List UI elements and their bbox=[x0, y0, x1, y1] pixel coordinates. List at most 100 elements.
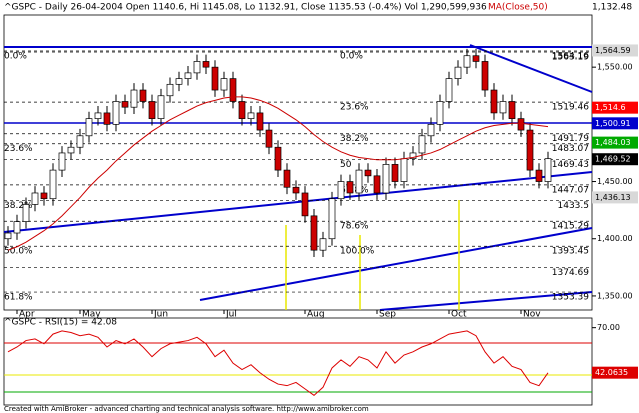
x-tick-label: Aug bbox=[307, 310, 325, 320]
candle-body bbox=[382, 164, 390, 194]
trendline bbox=[3, 171, 593, 233]
candle-body bbox=[310, 215, 318, 251]
fib-label: 23.6% bbox=[340, 103, 369, 113]
price-box-label: 1,484.03 bbox=[595, 138, 631, 147]
footer: Created with AmiBroker - advanced charti… bbox=[4, 405, 369, 413]
candle-body bbox=[427, 124, 435, 137]
candle-body bbox=[337, 181, 345, 200]
level-label: 1519.46 bbox=[552, 103, 589, 113]
trendline bbox=[199, 227, 593, 301]
candle-body bbox=[4, 232, 12, 240]
ma-title: MA(Close,50) bbox=[488, 3, 548, 13]
x-tick-label: Oct bbox=[451, 310, 467, 320]
level-label: 1433.5 bbox=[558, 201, 590, 211]
candle-body bbox=[517, 118, 525, 131]
fib-label: 100.0% bbox=[340, 247, 375, 257]
candle-body bbox=[418, 135, 426, 154]
candle-body bbox=[112, 101, 120, 125]
candle-body bbox=[22, 204, 30, 222]
candle-body bbox=[139, 89, 147, 102]
fib-label: 0.0% bbox=[340, 51, 363, 61]
candle-body bbox=[454, 66, 462, 79]
fib-label: 0.0% bbox=[4, 51, 27, 61]
price-box-label: 1,469.52 bbox=[595, 155, 631, 164]
ma-title-value: 1,132.48 bbox=[592, 3, 632, 13]
candle-body bbox=[130, 89, 138, 108]
candle-body bbox=[202, 61, 210, 68]
price-box bbox=[592, 101, 638, 114]
price-box-label: 1,436.13 bbox=[595, 193, 631, 202]
candle-body bbox=[13, 221, 21, 234]
price-box-label: 1,500.91 bbox=[595, 119, 631, 128]
candle-body bbox=[301, 192, 309, 217]
price-box bbox=[592, 136, 638, 149]
level-label: 1353.39 bbox=[552, 293, 589, 303]
level-label: 1415.29 bbox=[552, 222, 589, 232]
y-tick-label: 1,550.00 bbox=[597, 63, 633, 72]
candle-body bbox=[463, 55, 471, 68]
candle-body bbox=[211, 66, 219, 91]
candle-body bbox=[436, 101, 444, 125]
rsi-guides bbox=[4, 342, 592, 393]
candle-body bbox=[400, 158, 408, 182]
x-tick-label: Sep bbox=[379, 310, 396, 320]
trendline bbox=[469, 44, 593, 93]
candle-body bbox=[265, 129, 273, 148]
price-box-label: 1,564.59 bbox=[595, 46, 631, 55]
x-tick-label: Apr bbox=[19, 310, 35, 320]
x-tick-label: Nov bbox=[523, 310, 541, 320]
candle-body bbox=[544, 158, 552, 182]
candle-body bbox=[355, 169, 363, 194]
level-label: 1469.43 bbox=[552, 160, 589, 170]
candle-body bbox=[490, 89, 498, 114]
candle-body bbox=[166, 83, 174, 97]
level-label: 1393.45 bbox=[552, 247, 589, 257]
candle-body bbox=[373, 175, 381, 194]
level-label: 1483.07 bbox=[552, 144, 589, 154]
candle-body bbox=[76, 135, 84, 148]
x-tick-label: Jun bbox=[153, 310, 168, 320]
candle-body bbox=[49, 169, 57, 200]
candle-body bbox=[256, 112, 264, 131]
candle-body bbox=[85, 118, 93, 137]
candle-body bbox=[391, 164, 399, 182]
candle-body bbox=[364, 169, 372, 177]
rsi-title: ^GSPC - RSI(15) = 42.08 bbox=[4, 318, 117, 328]
candle-body bbox=[472, 55, 480, 62]
candle-body bbox=[148, 101, 156, 119]
rsi-line bbox=[7, 330, 549, 396]
candle-body bbox=[319, 238, 327, 251]
trendlines bbox=[3, 44, 593, 311]
trendline bbox=[379, 291, 593, 311]
candle-body bbox=[508, 101, 516, 119]
candle-body bbox=[184, 72, 192, 79]
fib-label: 50 bbox=[340, 160, 352, 170]
candle-body bbox=[40, 192, 48, 200]
rsi-box bbox=[592, 366, 638, 379]
candle-body bbox=[31, 192, 39, 205]
fib-label: 50.0% bbox=[4, 247, 33, 257]
candle-body bbox=[481, 61, 489, 91]
chart-title: ^GSPC - Daily 26-04-2004 Open 1140.6, Hi… bbox=[4, 3, 487, 13]
rsi-pane bbox=[3, 317, 593, 406]
candle-body bbox=[229, 78, 237, 102]
fib-label: 78.6% bbox=[340, 222, 369, 232]
candle-body bbox=[103, 112, 111, 125]
level-label: 1374.69 bbox=[552, 268, 589, 278]
fib-label: 38.2% bbox=[4, 201, 33, 211]
fib-label: 38.2% bbox=[340, 134, 369, 144]
level-label: 1563.19 bbox=[552, 53, 589, 63]
rsi-box-label: 42.0635 bbox=[595, 368, 628, 377]
candle-body bbox=[157, 95, 165, 119]
y-tick-label: 1,350.00 bbox=[597, 291, 633, 300]
x-tick-label: Jul bbox=[225, 310, 237, 320]
candle-body bbox=[535, 169, 543, 182]
candle-body bbox=[220, 78, 228, 91]
y-tick-label: 1,400.00 bbox=[597, 234, 633, 243]
level-label: 1564.16 bbox=[552, 51, 589, 61]
ma-line bbox=[7, 96, 549, 251]
candle-body bbox=[292, 186, 300, 194]
candle-body bbox=[328, 198, 336, 240]
candle-body bbox=[121, 101, 129, 108]
fib-label: 61.8% bbox=[340, 185, 369, 195]
